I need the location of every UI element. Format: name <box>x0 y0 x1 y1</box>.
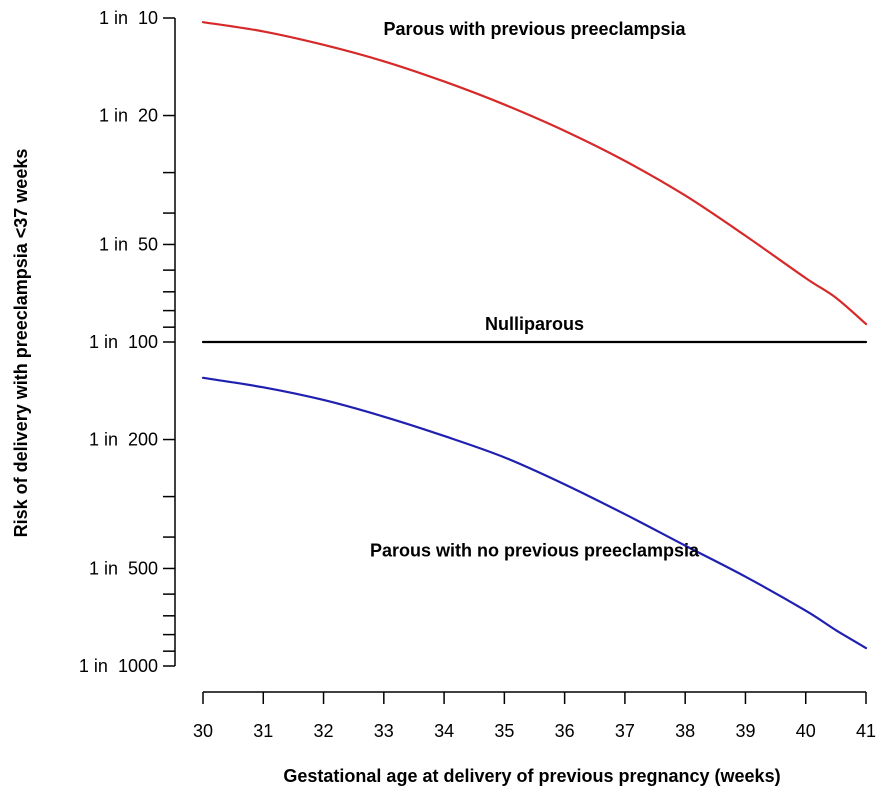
y-tick-label: 1 in 20 <box>99 106 158 126</box>
y-tick-label: 1 in 1000 <box>79 656 158 676</box>
y-axis: 1 in 10 1 in 20 1 in 50 1 in 100 1 in 200 1 i… <box>79 8 176 676</box>
x-tick-label: 31 <box>253 721 273 741</box>
annotations-group: Parous with previous preeclampsia Nullipa… <box>370 19 700 561</box>
series-line-parous-no-previous-preeclampsia <box>201 376 868 650</box>
x-tick-label: 33 <box>374 721 394 741</box>
y-tick-label: 1 in 200 <box>89 430 158 450</box>
x-tick-label: 37 <box>615 721 635 741</box>
y-tick-label: 1 in 10 <box>99 8 158 28</box>
series-line-parous-previous-preeclampsia <box>201 21 868 326</box>
x-tick-label: 36 <box>555 721 575 741</box>
label-parous-previous-preeclampsia: Parous with previous preeclampsia <box>383 19 686 39</box>
y-tick-label: 1 in 100 <box>89 332 158 352</box>
series-group <box>201 21 868 650</box>
label-nulliparous: Nulliparous <box>485 314 584 334</box>
x-tick-label: 32 <box>314 721 334 741</box>
x-tick-label: 35 <box>494 721 514 741</box>
x-tick-label: 40 <box>796 721 816 741</box>
x-tick-label: 41 <box>856 721 876 741</box>
x-axis-title: Gestational age at delivery of previous … <box>283 766 780 786</box>
y-tick-label: 1 in 500 <box>89 558 158 578</box>
x-tick-label: 38 <box>675 721 695 741</box>
x-axis: 30 31 32 33 34 35 36 37 38 39 40 41 <box>193 691 876 741</box>
x-tick-label: 39 <box>735 721 755 741</box>
y-axis-title: Risk of delivery with preeclampsia <37 w… <box>11 149 31 538</box>
x-tick-label: 34 <box>434 721 454 741</box>
x-tick-label: 30 <box>193 721 213 741</box>
y-tick-label: 1 in 50 <box>99 234 158 254</box>
label-parous-no-previous-preeclampsia: Parous with no previous preeclampsia <box>370 540 700 560</box>
